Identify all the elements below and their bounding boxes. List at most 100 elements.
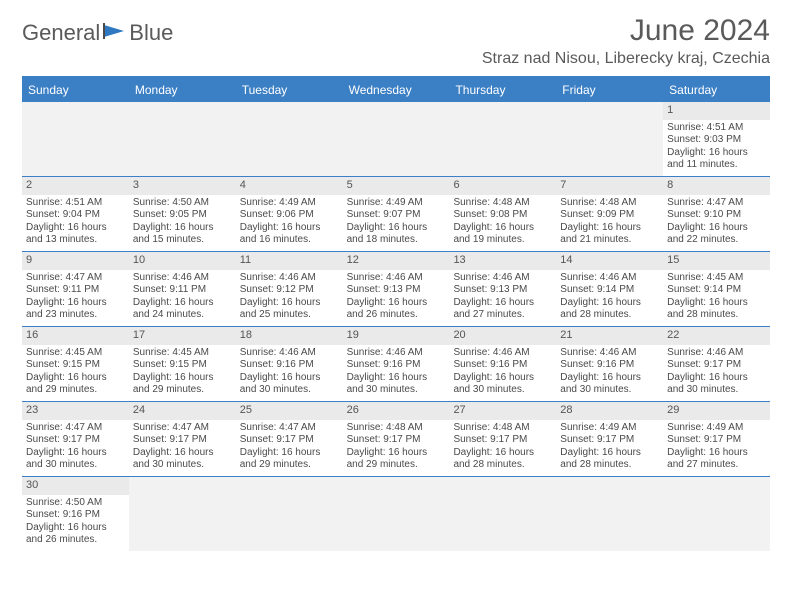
day-cell: 10Sunrise: 4:46 AMSunset: 9:11 PMDayligh… bbox=[129, 252, 236, 326]
day-info-line: Sunrise: 4:46 AM bbox=[560, 272, 659, 285]
day-cell bbox=[343, 477, 450, 551]
day-number: 21 bbox=[556, 327, 663, 345]
day-info-line: Sunset: 9:15 PM bbox=[26, 359, 125, 372]
day-info-line: and 30 minutes. bbox=[347, 384, 446, 397]
weekday-header: Wednesday bbox=[343, 78, 450, 102]
day-info-line: Daylight: 16 hours bbox=[347, 372, 446, 385]
day-info-line: Sunset: 9:07 PM bbox=[347, 209, 446, 222]
day-info-line: Sunrise: 4:46 AM bbox=[133, 272, 232, 285]
day-info-line: Sunset: 9:17 PM bbox=[26, 434, 125, 447]
day-info-line: Sunrise: 4:51 AM bbox=[26, 197, 125, 210]
day-number: 22 bbox=[663, 327, 770, 345]
day-info-line: Sunrise: 4:46 AM bbox=[347, 272, 446, 285]
day-info-line: Sunset: 9:15 PM bbox=[133, 359, 232, 372]
day-cell: 24 Sunrise: 4:47 AMSunset: 9:17 PMDayligh… bbox=[129, 402, 236, 476]
day-info-line: Daylight: 16 hours bbox=[453, 372, 552, 385]
day-info-line: Sunset: 9:17 PM bbox=[667, 359, 766, 372]
day-cell: 3Sunrise: 4:50 AMSunset: 9:05 PMDaylight… bbox=[129, 177, 236, 251]
day-cell bbox=[449, 102, 556, 176]
week-row: 23Sunrise: 4:47 AMSunset: 9:17 PMDayligh… bbox=[22, 402, 770, 477]
day-info-line: Daylight: 16 hours bbox=[240, 222, 339, 235]
day-info-line: Sunset: 9:16 PM bbox=[26, 509, 125, 522]
day-info-line: Sunrise: 4:47 AM bbox=[133, 422, 232, 435]
day-info-line: and 30 minutes. bbox=[26, 459, 125, 472]
day-info-line: and 28 minutes. bbox=[667, 309, 766, 322]
day-cell bbox=[129, 477, 236, 551]
week-row: 9Sunrise: 4:47 AMSunset: 9:11 PMDaylight… bbox=[22, 252, 770, 327]
day-number: 14 bbox=[556, 252, 663, 270]
day-number: 15 bbox=[663, 252, 770, 270]
day-info-line: Daylight: 16 hours bbox=[560, 372, 659, 385]
day-cell: 7Sunrise: 4:48 AMSunset: 9:09 PMDaylight… bbox=[556, 177, 663, 251]
day-info-line: Sunrise: 4:51 AM bbox=[667, 122, 766, 135]
day-info-line: Sunset: 9:17 PM bbox=[133, 434, 232, 447]
day-info-line: Sunset: 9:03 PM bbox=[667, 134, 766, 147]
day-info-line: and 15 minutes. bbox=[133, 234, 232, 247]
day-info-line: Sunrise: 4:46 AM bbox=[453, 272, 552, 285]
day-info-line: and 11 minutes. bbox=[667, 159, 766, 172]
day-info-line: and 27 minutes. bbox=[667, 459, 766, 472]
title-month: June 2024 bbox=[482, 14, 770, 48]
day-info-line: Sunrise: 4:45 AM bbox=[133, 347, 232, 360]
day-cell: 13Sunrise: 4:46 AMSunset: 9:13 PMDayligh… bbox=[449, 252, 556, 326]
day-info-line: Daylight: 16 hours bbox=[133, 447, 232, 460]
week-row: 1Sunrise: 4:51 AMSunset: 9:03 PMDaylight… bbox=[22, 102, 770, 177]
day-number: 24 bbox=[129, 402, 236, 420]
day-cell: 4Sunrise: 4:49 AMSunset: 9:06 PMDaylight… bbox=[236, 177, 343, 251]
day-cell: 6Sunrise: 4:48 AMSunset: 9:08 PMDaylight… bbox=[449, 177, 556, 251]
day-info-line: and 30 minutes. bbox=[667, 384, 766, 397]
day-cell bbox=[449, 477, 556, 551]
day-info-line: Daylight: 16 hours bbox=[560, 297, 659, 310]
day-number: 6 bbox=[449, 177, 556, 195]
day-number: 17 bbox=[129, 327, 236, 345]
day-info-line: and 21 minutes. bbox=[560, 234, 659, 247]
day-cell: 23Sunrise: 4:47 AMSunset: 9:17 PMDayligh… bbox=[22, 402, 129, 476]
day-info-line: Daylight: 16 hours bbox=[560, 447, 659, 460]
day-info-line: and 26 minutes. bbox=[347, 309, 446, 322]
day-number: 9 bbox=[22, 252, 129, 270]
day-cell bbox=[663, 477, 770, 551]
weekday-header: Saturday bbox=[663, 78, 770, 102]
day-info-line: Sunset: 9:17 PM bbox=[453, 434, 552, 447]
day-info-line: Sunset: 9:16 PM bbox=[453, 359, 552, 372]
day-cell: 1Sunrise: 4:51 AMSunset: 9:03 PMDaylight… bbox=[663, 102, 770, 176]
day-cell: 25Sunrise: 4:47 AMSunset: 9:17 PMDayligh… bbox=[236, 402, 343, 476]
day-info-line: and 16 minutes. bbox=[240, 234, 339, 247]
day-info-line: Sunrise: 4:47 AM bbox=[26, 272, 125, 285]
day-cell: 15Sunrise: 4:45 AMSunset: 9:14 PMDayligh… bbox=[663, 252, 770, 326]
day-number: 28 bbox=[556, 402, 663, 420]
day-cell: 26Sunrise: 4:48 AMSunset: 9:17 PMDayligh… bbox=[343, 402, 450, 476]
day-info-line: Sunrise: 4:46 AM bbox=[453, 347, 552, 360]
day-info-line: Sunset: 9:17 PM bbox=[240, 434, 339, 447]
day-info-line: and 23 minutes. bbox=[26, 309, 125, 322]
day-info-line: Sunset: 9:09 PM bbox=[560, 209, 659, 222]
day-cell bbox=[343, 102, 450, 176]
day-cell: 21Sunrise: 4:46 AMSunset: 9:16 PMDayligh… bbox=[556, 327, 663, 401]
weeks-container: 1Sunrise: 4:51 AMSunset: 9:03 PMDaylight… bbox=[22, 102, 770, 551]
day-info-line: Daylight: 16 hours bbox=[133, 297, 232, 310]
day-info-line: Sunrise: 4:48 AM bbox=[560, 197, 659, 210]
logo-text-blue: Blue bbox=[129, 20, 173, 46]
day-cell: 17Sunrise: 4:45 AMSunset: 9:15 PMDayligh… bbox=[129, 327, 236, 401]
day-info-line: Sunrise: 4:49 AM bbox=[667, 422, 766, 435]
day-info-line: Sunset: 9:16 PM bbox=[240, 359, 339, 372]
day-number: 10 bbox=[129, 252, 236, 270]
day-number: 13 bbox=[449, 252, 556, 270]
week-row: 2Sunrise: 4:51 AMSunset: 9:04 PMDaylight… bbox=[22, 177, 770, 252]
day-info-line: Sunset: 9:14 PM bbox=[560, 284, 659, 297]
day-info-line: Sunset: 9:17 PM bbox=[560, 434, 659, 447]
day-info-line: Daylight: 16 hours bbox=[240, 447, 339, 460]
day-number: 1 bbox=[663, 102, 770, 120]
day-cell: 19Sunrise: 4:46 AMSunset: 9:16 PMDayligh… bbox=[343, 327, 450, 401]
day-number: 26 bbox=[343, 402, 450, 420]
day-info-line: Sunrise: 4:45 AM bbox=[26, 347, 125, 360]
flag-icon bbox=[102, 21, 128, 46]
title-location: Straz nad Nisou, Liberecky kraj, Czechia bbox=[482, 50, 770, 68]
day-info-line: Sunrise: 4:47 AM bbox=[26, 422, 125, 435]
day-info-line: Sunrise: 4:48 AM bbox=[453, 197, 552, 210]
day-cell: 14 Sunrise: 4:46 AMSunset: 9:14 PMDayligh… bbox=[556, 252, 663, 326]
week-row: 30Sunrise: 4:50 AMSunset: 9:16 PMDayligh… bbox=[22, 477, 770, 551]
day-info-line: Sunrise: 4:48 AM bbox=[453, 422, 552, 435]
day-info-line: Daylight: 16 hours bbox=[347, 222, 446, 235]
day-info-line: Daylight: 16 hours bbox=[560, 222, 659, 235]
